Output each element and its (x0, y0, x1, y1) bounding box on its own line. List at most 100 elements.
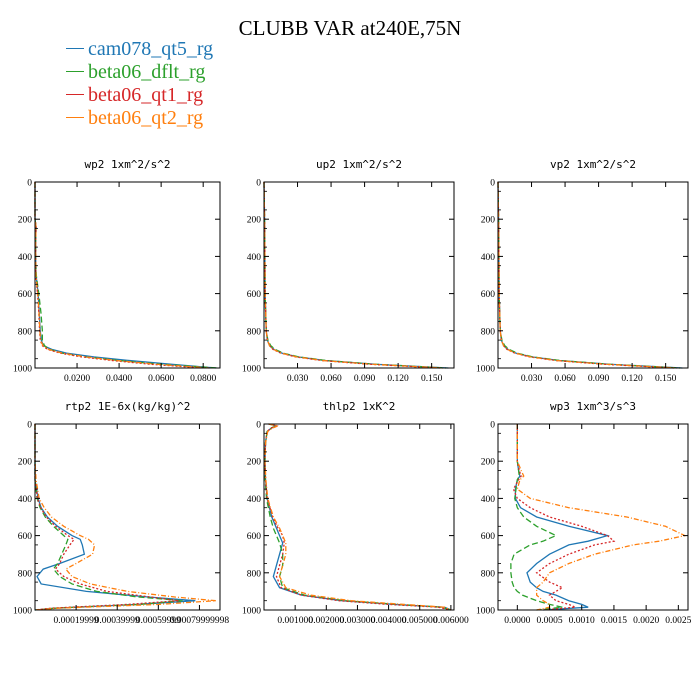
panel-4: rtp2 1E-6x(kg/kg)^2 0 200 400 600 800 1000 0.00… (13, 400, 229, 626)
x-tick-label: 0.0020 (633, 616, 659, 626)
x-tick-label: 0.0005 (536, 616, 562, 626)
y-tick-label: 1000 (13, 607, 32, 617)
y-tick-label: 400 (18, 495, 33, 505)
series-line-4 (34, 424, 216, 611)
x-tick-label: 0.00059999 (136, 616, 181, 626)
y-tick-label: 600 (481, 532, 496, 542)
x-tick-label: 0.0010 (569, 616, 595, 626)
legend-swatch (66, 47, 84, 49)
plot-frame (34, 181, 221, 369)
y-tick-label: 400 (247, 253, 262, 263)
x-tick-label: 0.001000 (277, 616, 313, 626)
panel-3: vp2 1xm^2/s^2 0 200 400 600 800 1000 0.030 0.060… (476, 158, 689, 384)
y-tick-label: 800 (481, 569, 496, 579)
legend-label: beta06_qt1_rg (88, 84, 204, 106)
x-tick-label: 0.120 (387, 374, 409, 384)
x-tick-label: 0.0025 (665, 616, 691, 626)
legend-item-dflt: beta06_dflt_rg (66, 61, 213, 84)
legend-label: beta06_qt2_rg (88, 107, 204, 129)
series-line-3 (264, 423, 452, 611)
plot-frame (263, 423, 455, 611)
series-line-4 (516, 424, 687, 611)
series-line-4 (264, 423, 452, 611)
y-tick-label: 600 (18, 290, 33, 300)
series-line-2 (510, 424, 563, 611)
y-tick-label: 1000 (13, 365, 32, 375)
figure-title: CLUBB VAR at240E,75N (238, 16, 462, 40)
y-tick-label: 200 (481, 216, 496, 226)
x-tick-label: 0.150 (421, 374, 443, 384)
y-tick-label: 600 (18, 532, 33, 542)
legend: cam078_qt5_rg beta06_dflt_rg beta06_qt1_… (66, 38, 213, 130)
panel-title: wp2 1xm^2/s^2 (84, 158, 170, 171)
panel-1: wp2 1xm^2/s^2 0 200 400 600 800 1000 0.0200 0.04… (13, 158, 221, 384)
series-line-2 (264, 423, 452, 611)
series-line-2 (263, 181, 447, 369)
series-line-1 (263, 181, 449, 369)
y-tick-label: 800 (247, 569, 262, 579)
legend-item-cam078: cam078_qt5_rg (66, 38, 213, 61)
series-line-1 (34, 424, 196, 611)
legend-swatch (66, 93, 84, 95)
series-line-1 (34, 182, 216, 369)
panel-5: thlp2 1xK^2 0 200 400 600 800 1000 0.001000 0.00… (242, 400, 469, 626)
x-tick-label: 0.0200 (64, 374, 90, 384)
y-tick-label: 400 (247, 495, 262, 505)
legend-label: cam078_qt5_rg (88, 38, 214, 60)
y-tick-label: 1000 (242, 607, 261, 617)
series-line-2 (34, 182, 218, 369)
y-tick-label: 200 (18, 216, 33, 226)
series-line-3 (497, 181, 675, 369)
x-tick-label: 0.090 (588, 374, 610, 384)
y-tick-label: 400 (481, 495, 496, 505)
x-tick-label: 0.0000 (504, 616, 530, 626)
plot-frame (497, 181, 689, 369)
panel-title: rtp2 1E-6x(kg/kg)^2 (65, 400, 191, 413)
panel-title: up2 1xm^2/s^2 (316, 158, 402, 171)
x-tick-label: 0.005000 (402, 616, 438, 626)
y-tick-label: 0 (256, 421, 261, 431)
y-tick-label: 0 (27, 421, 32, 431)
panel-2: up2 1xm^2/s^2 0 200 400 600 800 1000 0.030 0.060… (242, 158, 455, 384)
y-tick-label: 600 (247, 290, 262, 300)
y-tick-label: 1000 (476, 607, 495, 617)
legend-swatch (66, 116, 84, 118)
x-tick-label: 0.060 (320, 374, 342, 384)
x-tick-label: 0.00079999998 (170, 616, 230, 626)
x-tick-label: 0.00019999 (54, 616, 99, 626)
panel-title: wp3 1xm^3/s^3 (550, 400, 636, 413)
y-tick-label: 200 (247, 458, 262, 468)
x-tick-label: 0.0015 (601, 616, 627, 626)
y-tick-label: 600 (481, 290, 496, 300)
series-line-3 (263, 181, 441, 369)
legend-item-qt2: beta06_qt2_rg (66, 107, 213, 130)
y-tick-label: 200 (18, 458, 33, 468)
x-tick-label: 0.0600 (148, 374, 174, 384)
y-tick-label: 800 (481, 327, 496, 337)
x-tick-label: 0.006000 (433, 616, 469, 626)
panel-title: thlp2 1xK^2 (323, 400, 396, 413)
series-line-2 (497, 181, 681, 369)
x-tick-label: 0.030 (521, 374, 543, 384)
series-line-2 (34, 424, 184, 611)
panel-6: wp3 1xm^3/s^3 0 200 400 600 800 1000 0.0000 0.00… (476, 400, 692, 626)
x-tick-label: 0.090 (354, 374, 376, 384)
series-line-3 (34, 182, 204, 369)
y-tick-label: 400 (18, 253, 33, 263)
plot-frame (497, 423, 689, 611)
series-line-3 (34, 424, 179, 611)
legend-item-qt1: beta06_qt1_rg (66, 84, 213, 107)
series-line-4 (263, 181, 443, 369)
x-tick-label: 0.00039999 (95, 616, 140, 626)
y-tick-label: 400 (481, 253, 496, 263)
x-tick-label: 0.004000 (371, 616, 407, 626)
series-line-1 (514, 424, 611, 611)
y-tick-label: 0 (256, 179, 261, 189)
x-tick-label: 0.150 (655, 374, 677, 384)
plot-frame (263, 181, 455, 369)
series-line-1 (264, 423, 452, 611)
y-tick-label: 600 (247, 532, 262, 542)
y-tick-label: 200 (247, 216, 262, 226)
series-line-1 (497, 181, 683, 369)
